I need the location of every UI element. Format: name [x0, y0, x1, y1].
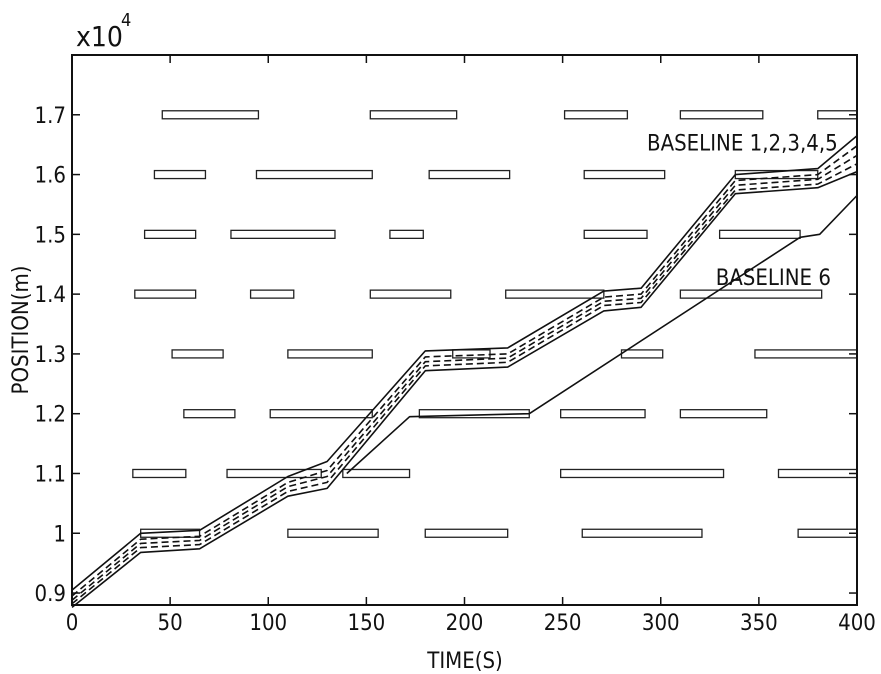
signal-bar-7-2 [563, 110, 629, 120]
y-tick-label-1: 1 [53, 522, 66, 547]
signal-bar-6-2 [428, 169, 511, 180]
signal-bar-1-4 [777, 468, 858, 479]
signal-bars-layer [132, 110, 858, 538]
y-tick-label-0: 0.9 [35, 582, 66, 607]
annotation-baseline-1-5: BASELINE 1,2,3,4,5 [647, 132, 838, 157]
signal-bar-2-0 [183, 409, 236, 419]
x-tick-label-7: 350 [740, 611, 778, 636]
signal-bar-3-3 [620, 349, 664, 359]
y-tick-label-6: 1.5 [35, 223, 66, 248]
signal-bar-1-2 [342, 468, 411, 479]
series-line-3 [71, 163, 858, 605]
signal-bar-5-3 [583, 229, 648, 239]
signal-bar-0-4 [797, 528, 858, 538]
y-tick-label-7: 1.6 [35, 164, 66, 189]
signal-bar-6-1 [255, 169, 373, 180]
signal-bar-5-4 [718, 229, 801, 239]
x-tick-label-5: 250 [544, 611, 582, 636]
y-multiplier-exponent: 4 [121, 10, 131, 31]
signal-bar-2-3 [560, 409, 646, 419]
signal-bar-0-1 [287, 528, 379, 538]
signal-bar-1-0 [132, 468, 187, 479]
x-tick-label-0: 0 [66, 611, 79, 636]
signal-bar-4-4 [679, 289, 823, 299]
signal-bar-3-0 [171, 349, 224, 359]
signal-bar-2-1 [269, 409, 373, 419]
signal-bar-1-3 [560, 468, 725, 479]
series-line-4 [71, 170, 858, 609]
x-tick-label-3: 150 [347, 611, 385, 636]
signal-bar-0-3 [581, 528, 703, 538]
x-tick-label-6: 300 [642, 611, 680, 636]
series-line-2 [71, 154, 858, 601]
signal-bar-4-0 [134, 289, 197, 299]
signal-bar-3-1 [287, 349, 373, 359]
y-multiplier-base: x10 [76, 20, 123, 53]
y-tick-label-2: 1.1 [35, 462, 66, 487]
series-line-1 [71, 145, 858, 597]
signal-bar-0-2 [424, 528, 509, 538]
signal-bar-7-3 [679, 110, 764, 120]
annotation-baseline-6: BASELINE 6 [716, 266, 831, 291]
signal-bar-5-0 [143, 229, 197, 239]
x-tick-label-4: 200 [446, 611, 484, 636]
signal-bar-4-3 [505, 289, 605, 299]
y-tick-label-4: 1.3 [35, 343, 66, 368]
series-layer [71, 135, 858, 609]
x-tick-label-1: 50 [158, 611, 183, 636]
y-tick-label-3: 1.2 [35, 403, 66, 428]
signal-bar-4-1 [249, 289, 295, 299]
signal-bar-5-2 [389, 229, 424, 239]
y-tick-label-8: 1.7 [35, 104, 66, 129]
signal-bar-7-0 [161, 110, 260, 120]
signal-bar-3-2 [452, 349, 491, 359]
x-tick-label-2: 100 [249, 611, 287, 636]
ticks-layer: 0 50 100 150 200 250 300 350 400 0.9 1 1.1 1.2 1.3 1.4… [35, 55, 876, 636]
signal-bar-5-1 [230, 229, 336, 239]
signal-bar-6-0 [153, 169, 207, 180]
signal-bar-2-4 [679, 409, 768, 419]
y-axis-title: POSITION(m) [9, 266, 34, 395]
x-tick-label-8: 400 [838, 611, 876, 636]
x-axis-title: TIME(S) [426, 649, 503, 674]
series-line-5 [346, 194, 858, 475]
y-tick-label-5: 1.4 [35, 283, 66, 308]
signal-bar-6-3 [583, 169, 666, 180]
signal-bar-7-1 [369, 110, 458, 120]
signal-bar-1-1 [226, 468, 322, 479]
series-line-0 [71, 135, 858, 591]
signal-bar-3-4 [754, 349, 858, 359]
signal-bar-4-2 [369, 289, 452, 299]
